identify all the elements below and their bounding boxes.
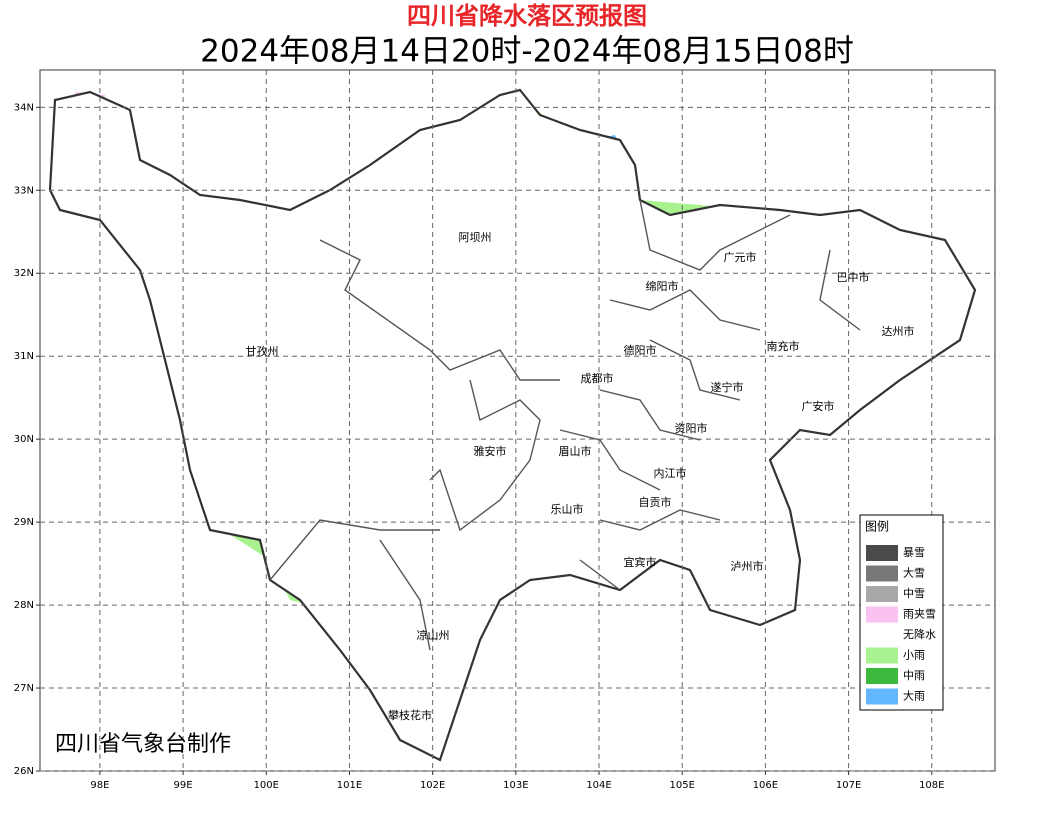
legend-label: 雨夹雪 bbox=[903, 608, 936, 621]
credit: 四川省气象台制作 bbox=[55, 732, 231, 757]
city-label: 眉山市 bbox=[559, 444, 592, 458]
city-label: 德阳市 bbox=[624, 343, 657, 357]
city-label: 巴中市 bbox=[837, 270, 870, 284]
legend-swatch bbox=[866, 545, 898, 561]
city-label: 雅安市 bbox=[474, 444, 507, 458]
city-label: 宜宾市 bbox=[624, 555, 657, 569]
x-tick-label: 107E bbox=[836, 780, 861, 791]
city-label: 内江市 bbox=[654, 466, 687, 480]
y-tick-label: 29N bbox=[14, 517, 34, 528]
y-tick-label: 33N bbox=[14, 185, 34, 196]
x-tick-label: 99E bbox=[174, 780, 193, 791]
y-tick-label: 34N bbox=[14, 102, 34, 113]
city-label: 达州市 bbox=[882, 324, 915, 338]
x-tick-label: 103E bbox=[503, 780, 528, 791]
city-label: 自贡市 bbox=[639, 495, 672, 509]
x-tick-label: 108E bbox=[919, 780, 944, 791]
city-label: 南充市 bbox=[767, 339, 800, 353]
y-tick-label: 27N bbox=[14, 683, 34, 694]
legend-label: 大雪 bbox=[903, 566, 925, 580]
legend-swatch bbox=[866, 627, 898, 643]
y-tick-label: 26N bbox=[14, 766, 34, 777]
legend-swatch bbox=[866, 606, 898, 623]
legend-label: 暴雪 bbox=[903, 546, 925, 559]
legend-label: 小雨 bbox=[903, 649, 925, 662]
x-tick-label: 105E bbox=[670, 780, 695, 791]
legend-label: 无降水 bbox=[903, 627, 936, 641]
legend-swatch bbox=[866, 647, 898, 664]
city-label: 遂宁市 bbox=[711, 380, 744, 394]
city-label: 凉山州 bbox=[417, 628, 450, 642]
y-tick-label: 32N bbox=[14, 268, 34, 279]
legend-label: 大雨 bbox=[903, 689, 925, 703]
legend-swatch bbox=[866, 586, 898, 602]
city-label: 攀枝花市 bbox=[388, 708, 432, 722]
city-label: 广元市 bbox=[724, 250, 757, 264]
city-label: 甘孜州 bbox=[246, 344, 279, 358]
x-tick-label: 100E bbox=[254, 780, 279, 791]
legend-swatch bbox=[866, 565, 898, 582]
legend-label: 中雪 bbox=[903, 587, 925, 600]
city-label: 泸州市 bbox=[731, 559, 764, 573]
city-label: 广安市 bbox=[802, 399, 835, 413]
city-label: 资阳市 bbox=[675, 421, 708, 435]
legend-title: 图例 bbox=[865, 520, 889, 534]
y-tick-label: 28N bbox=[14, 600, 34, 611]
subtitle: 2024年08月14日20时-2024年08月15日08时 bbox=[200, 34, 854, 70]
x-tick-label: 101E bbox=[337, 780, 362, 791]
grid: 98E 99E 100E 101E 102E 103E 104E 105E 106E 107E 10… bbox=[14, 70, 995, 791]
legend-label: 中雨 bbox=[903, 669, 925, 682]
x-tick-label: 106E bbox=[753, 780, 778, 791]
city-label: 绵阳市 bbox=[646, 279, 679, 293]
x-tick-label: 98E bbox=[90, 780, 109, 791]
province bbox=[48, 88, 977, 762]
y-tick-label: 31N bbox=[14, 351, 34, 362]
x-tick-label: 102E bbox=[420, 780, 445, 791]
legend-swatch bbox=[866, 688, 898, 705]
city-label: 乐山市 bbox=[551, 502, 584, 516]
legend-swatch bbox=[866, 668, 898, 684]
y-tick-label: 30N bbox=[14, 434, 34, 445]
title: 四川省降水落区预报图 bbox=[407, 2, 647, 30]
city-label: 阿坝州 bbox=[459, 230, 492, 244]
x-tick-label: 104E bbox=[586, 780, 611, 791]
city-label: 成都市 bbox=[581, 371, 614, 385]
